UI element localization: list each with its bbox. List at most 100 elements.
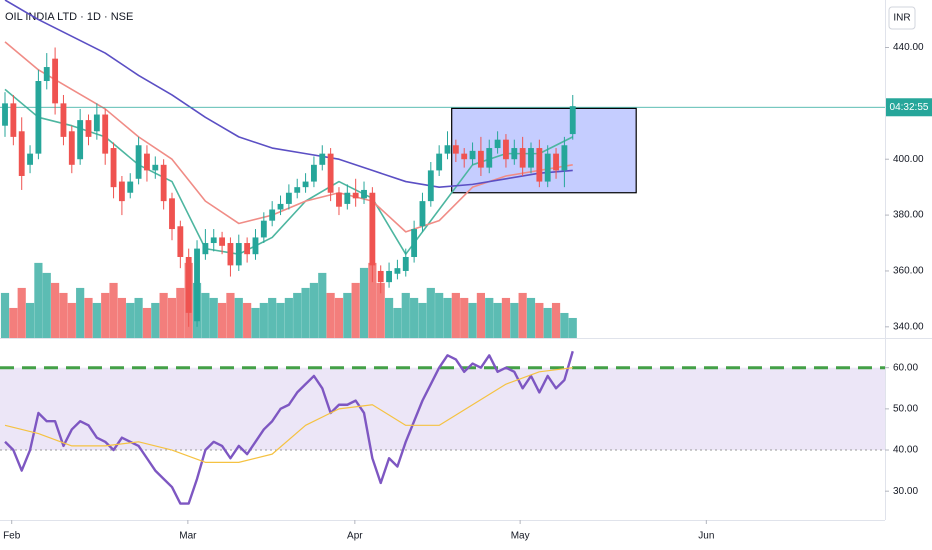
rsi-y-tick-label: 60.00 bbox=[893, 362, 918, 373]
candle-body bbox=[411, 229, 418, 257]
candle-body bbox=[327, 153, 334, 193]
candle-body bbox=[52, 58, 59, 104]
volume-bar bbox=[501, 297, 511, 338]
volume-bar bbox=[9, 307, 18, 338]
volume-bar bbox=[17, 287, 26, 338]
candle-body bbox=[244, 243, 251, 255]
volume-bar bbox=[418, 302, 427, 338]
currency-box[interactable] bbox=[888, 6, 916, 30]
currency[interactable]: INR bbox=[893, 13, 910, 24]
volume-bar bbox=[510, 302, 519, 338]
candle-body bbox=[85, 120, 92, 137]
volume-bar bbox=[535, 302, 544, 338]
candle-body bbox=[144, 153, 150, 171]
chart-title: OIL INDIA LTD · 1D · NSE bbox=[5, 11, 133, 23]
candle-body bbox=[118, 181, 125, 202]
volume-bar bbox=[34, 262, 43, 338]
volume-bar bbox=[134, 297, 143, 338]
candle-body bbox=[277, 203, 284, 210]
y-tick-label: 400.00 bbox=[893, 154, 924, 165]
volume-bar bbox=[384, 297, 394, 338]
candle-body bbox=[553, 153, 559, 171]
volume-bar bbox=[526, 297, 536, 338]
volume-bar bbox=[217, 302, 227, 338]
candle-body bbox=[169, 198, 175, 230]
candle-body bbox=[436, 153, 443, 171]
volume-bar bbox=[359, 267, 369, 338]
candle-body bbox=[561, 145, 568, 171]
volume-bar bbox=[568, 317, 577, 338]
volume-bar bbox=[451, 292, 460, 338]
candle-body bbox=[10, 103, 17, 137]
volume-bar bbox=[485, 297, 494, 338]
price-label: 04:32:55 bbox=[890, 102, 929, 113]
volume-bar bbox=[25, 302, 35, 338]
volume-bar bbox=[435, 292, 444, 338]
volume-bar bbox=[426, 287, 435, 338]
candle-body bbox=[486, 148, 493, 168]
candle-body bbox=[235, 243, 242, 266]
volume-bar bbox=[117, 297, 126, 338]
candle-body bbox=[511, 148, 518, 160]
candle-body bbox=[152, 164, 159, 171]
y-tick-label: 360.00 bbox=[893, 266, 924, 277]
candle-body bbox=[77, 120, 84, 160]
candle-body bbox=[227, 243, 234, 266]
volume-bar bbox=[560, 312, 569, 338]
price-label-box bbox=[886, 98, 932, 117]
volume-bar bbox=[243, 302, 252, 338]
volume-bar bbox=[42, 272, 51, 338]
volume-bar bbox=[251, 307, 260, 338]
candle-body bbox=[528, 148, 534, 168]
volume-bar bbox=[401, 292, 410, 338]
rsi-y-tick-label: 40.00 bbox=[893, 445, 918, 456]
candle-body bbox=[160, 164, 167, 202]
x-tick-label: Mar bbox=[179, 531, 197, 542]
volume-bar bbox=[368, 262, 377, 338]
volume-bar bbox=[343, 292, 352, 338]
volume-bar bbox=[201, 292, 210, 338]
candle-body bbox=[60, 103, 67, 137]
volume-bar bbox=[284, 297, 293, 338]
volume-bar bbox=[476, 292, 485, 338]
candle-body bbox=[210, 237, 217, 244]
volume-bar bbox=[84, 297, 93, 338]
volume-bar bbox=[376, 282, 385, 338]
candle-body bbox=[252, 237, 259, 255]
candle-body bbox=[402, 256, 409, 271]
candle-body bbox=[386, 270, 392, 283]
volume-bar bbox=[76, 287, 85, 338]
volume-bar bbox=[543, 307, 552, 338]
volume-bar bbox=[318, 272, 327, 338]
candle-body bbox=[2, 103, 8, 126]
x-tick-label: Jun bbox=[698, 531, 714, 542]
candle-body bbox=[369, 192, 376, 266]
volume-bar bbox=[126, 302, 135, 338]
candle-body bbox=[503, 139, 509, 160]
volume-bar bbox=[176, 287, 185, 338]
candle-body bbox=[194, 248, 200, 322]
candle-body bbox=[260, 220, 267, 238]
volume-bar bbox=[326, 292, 335, 338]
candle-body bbox=[27, 153, 33, 165]
volume-bar bbox=[301, 287, 310, 338]
candle-body bbox=[452, 145, 459, 154]
candle-body bbox=[185, 256, 192, 313]
volume-bar bbox=[59, 292, 68, 338]
volume-bar bbox=[443, 297, 452, 338]
candle-body bbox=[135, 145, 142, 179]
volume-bar bbox=[51, 282, 60, 338]
volume-bar bbox=[209, 297, 218, 338]
rsi-y-tick-label: 50.00 bbox=[893, 404, 918, 415]
candle-body bbox=[127, 181, 134, 193]
x-tick-label: Feb bbox=[3, 531, 21, 542]
volume-bar bbox=[101, 292, 110, 338]
candle-body bbox=[311, 164, 317, 182]
rsi-line bbox=[4, 367, 573, 463]
y-tick-label: 340.00 bbox=[893, 321, 924, 332]
candle-body bbox=[110, 148, 117, 188]
candle-body bbox=[18, 131, 25, 176]
volume-bar bbox=[276, 302, 285, 338]
candle-body bbox=[536, 148, 543, 182]
